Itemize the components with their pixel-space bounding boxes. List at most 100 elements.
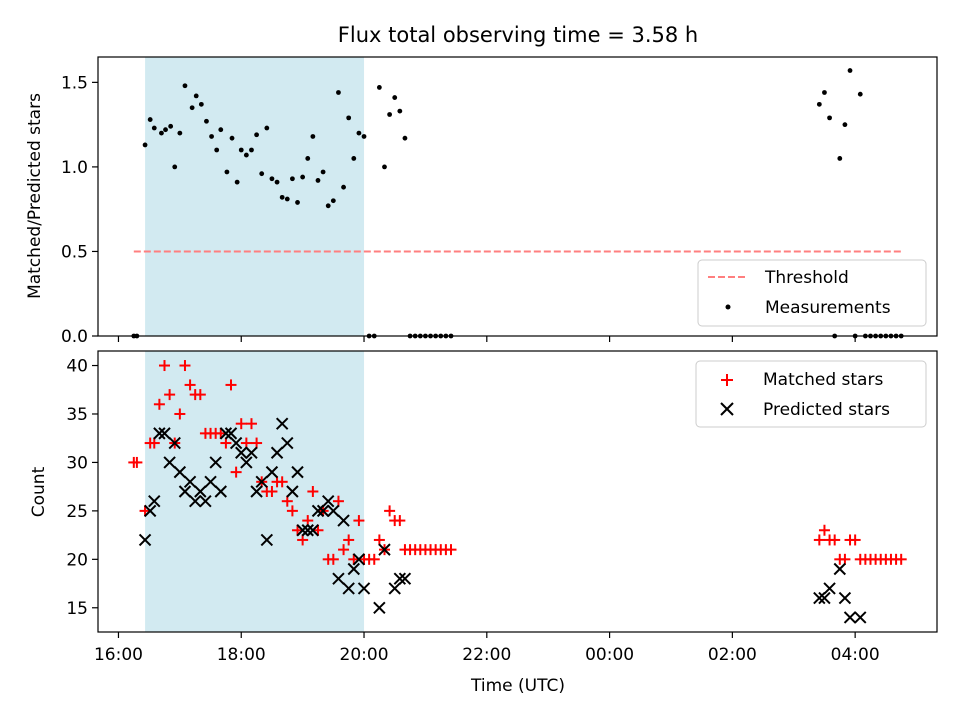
bottom-legend: Matched stars Predicted stars bbox=[695, 360, 927, 428]
predicted-star-point bbox=[224, 427, 238, 440]
predicted-star-point bbox=[342, 582, 355, 595]
measurement-point bbox=[189, 105, 195, 111]
y-tick-label: 15 bbox=[66, 599, 88, 619]
measurement-point bbox=[341, 184, 346, 190]
matched-star-point bbox=[297, 534, 309, 546]
measurement-point bbox=[168, 123, 174, 129]
measurement-point bbox=[315, 178, 321, 183]
measurement-point bbox=[172, 164, 178, 170]
top-legend-frame bbox=[697, 259, 927, 327]
matched-star-point bbox=[159, 360, 171, 372]
measurement-point bbox=[159, 130, 164, 136]
measurement-point bbox=[214, 147, 220, 153]
plot-frame bbox=[97, 56, 938, 337]
predicted-star-point bbox=[833, 562, 847, 576]
predicted-star-point bbox=[301, 524, 314, 537]
measurement-point bbox=[305, 156, 311, 161]
matched-star-point bbox=[286, 505, 298, 517]
matched-star-point bbox=[131, 456, 143, 468]
measurement-point bbox=[238, 147, 244, 153]
predicted-star-point bbox=[168, 436, 181, 450]
matched-legend-label: Matched stars bbox=[763, 370, 883, 390]
predicted-star-point bbox=[229, 436, 243, 450]
predicted-star-point bbox=[214, 485, 227, 498]
matched-star-point bbox=[302, 515, 314, 527]
predicted-star-point bbox=[327, 504, 340, 518]
predicted-star-point bbox=[281, 436, 294, 450]
measurement-point bbox=[147, 117, 153, 122]
measurement-point bbox=[229, 135, 235, 141]
predicted-star-point bbox=[316, 504, 330, 518]
matched-star-point bbox=[215, 427, 227, 439]
predicted-star-point bbox=[260, 533, 274, 547]
measurement-point bbox=[279, 194, 285, 200]
predicted-star-point bbox=[332, 572, 345, 585]
count-plot: 15 20 25 30 35 40 16:00 18:00 20:00 22:00 00:00 02:… bbox=[66, 350, 938, 665]
x-tick-label: 00:00 bbox=[585, 645, 634, 665]
matched-star-point bbox=[245, 418, 257, 430]
measurement-point bbox=[254, 132, 259, 138]
measurement-point bbox=[330, 198, 336, 204]
measurement-point bbox=[857, 91, 863, 97]
y-tick-label: 1.5 bbox=[61, 73, 88, 93]
matched-star-point bbox=[353, 515, 365, 527]
predicted-star-point bbox=[255, 475, 268, 489]
predicted-star-point bbox=[178, 485, 192, 498]
matched-star-point bbox=[312, 524, 324, 536]
predicted-star-point bbox=[306, 524, 320, 537]
bottom-legend-frame bbox=[695, 360, 927, 428]
predicted-star-point bbox=[275, 417, 289, 430]
predicted-star-point bbox=[357, 582, 371, 595]
matched-star-point bbox=[139, 505, 151, 517]
matched-star-point bbox=[307, 486, 319, 497]
chart-title: Flux total observing time = 3.58 h bbox=[338, 23, 698, 47]
predicted-star-point bbox=[219, 427, 233, 440]
ratio-plot: 0.0 0.5 1.0 1.5 bbox=[61, 56, 938, 347]
predicted-star-point bbox=[194, 485, 207, 498]
matched-legend-swatch bbox=[721, 374, 733, 386]
predicted-star-point bbox=[286, 485, 299, 498]
matched-star-point bbox=[895, 553, 907, 565]
measurement-point bbox=[361, 134, 367, 139]
predicted-star-point bbox=[838, 591, 852, 605]
predicted-star-point bbox=[183, 475, 197, 489]
measurement-point bbox=[351, 156, 357, 161]
matched-star-point bbox=[174, 408, 186, 420]
y-tick-label: 20 bbox=[66, 550, 88, 570]
y-tick-label: 25 bbox=[66, 502, 88, 522]
matched-star-point bbox=[327, 553, 339, 565]
predicted-star-point bbox=[270, 446, 284, 459]
top-y-axis-label: Matched/Predicted stars bbox=[25, 93, 45, 299]
matched-star-point bbox=[184, 379, 196, 391]
measurement-point bbox=[847, 68, 853, 73]
matched-star-point bbox=[343, 534, 355, 546]
predicted-star-point bbox=[378, 543, 391, 556]
measurement-point bbox=[402, 135, 408, 141]
measurements-legend-swatch bbox=[725, 304, 731, 310]
matched-star-point bbox=[220, 437, 232, 449]
measurement-point bbox=[290, 176, 295, 182]
predicted-star-point bbox=[393, 572, 407, 585]
matched-star-point bbox=[292, 524, 304, 536]
measurement-point bbox=[310, 134, 316, 139]
measurement-point bbox=[193, 93, 199, 99]
matched-star-point bbox=[230, 466, 242, 478]
matched-star-point bbox=[849, 534, 861, 546]
predicted-legend-label: Predicted stars bbox=[763, 400, 890, 420]
measurement-point bbox=[142, 142, 148, 148]
measurement-point bbox=[264, 125, 270, 131]
measurement-point bbox=[218, 127, 224, 133]
predicted-star-point bbox=[296, 524, 309, 537]
measurement-point bbox=[284, 196, 290, 202]
predicted-star-point bbox=[843, 611, 857, 624]
predicted-star-point bbox=[250, 485, 263, 498]
matched-star-point bbox=[194, 389, 206, 401]
matched-star-point bbox=[818, 524, 830, 536]
predicted-star-point bbox=[813, 591, 826, 605]
predicted-star-point bbox=[235, 446, 248, 459]
matched-star-point bbox=[373, 534, 385, 546]
measurement-point bbox=[842, 122, 848, 128]
predicted-star-point bbox=[245, 446, 258, 459]
measurement-point bbox=[346, 115, 352, 121]
matched-star-point bbox=[384, 505, 396, 517]
